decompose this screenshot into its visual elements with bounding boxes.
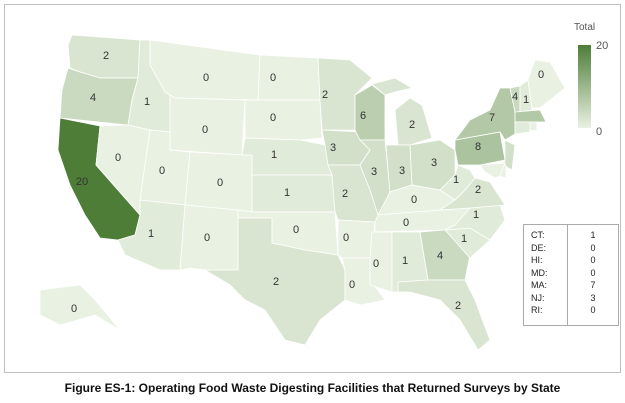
state-ms [369,231,393,293]
state-ma [514,109,547,123]
inset-state-value: 0 [590,267,596,278]
state-value-label-in: 3 [399,165,405,177]
legend-title: Total [574,22,596,33]
state-value-label-nv: 0 [115,152,121,164]
state-value-label-wa: 2 [103,50,109,62]
state-value-label-wi: 6 [360,110,366,122]
state-value-label-sd: 0 [270,112,276,124]
state-value-label-mn: 2 [322,89,328,101]
state-ak [39,284,121,331]
state-wv [439,164,476,201]
state-value-label-ar: 0 [343,232,349,244]
state-value-label-fl: 2 [455,300,461,312]
inset-state-label: HI: [531,255,543,265]
inset-state-label: MA: [531,280,548,290]
state-sd [244,99,323,141]
state-value-label-ga: 4 [437,250,443,262]
state-value-label-nd: 0 [270,72,276,84]
state-nd [257,54,321,101]
state-value-label-nc: 1 [473,209,479,221]
legend-min-label: 0 [596,126,603,138]
state-value-label-id: 1 [144,96,150,108]
inset-state-label: MD: [531,267,548,278]
state-value-label-ky: 0 [411,194,417,206]
state-value-label-or: 4 [90,92,96,104]
state-ny [454,87,516,141]
inset-state-value: 7 [590,280,596,290]
state-ks [251,174,336,213]
state-value-label-az: 1 [148,228,154,240]
state-value-label-ca: 20 [76,176,88,188]
state-ne [241,137,333,176]
figure-caption: Figure ES-1: Operating Food Waste Digest… [64,381,561,395]
state-value-label-vt: 4 [512,91,518,103]
state-value-label-ms: 0 [373,258,379,270]
state-value-label-il: 3 [371,166,377,178]
small-states-table: CT: DE: HI: MD: MA: NJ: RI: 1 0 0 0 7 3 0 [523,224,619,326]
state-me [527,59,566,109]
state-value-label-oh: 3 [431,157,437,169]
state-value-label-sc: 1 [461,233,467,245]
state-value-label-nm: 0 [204,232,210,244]
state-value-label-ut: 0 [159,165,165,177]
legend-color-scale [578,45,591,128]
state-value-label-nh: 1 [523,94,529,106]
state-fl [397,279,491,351]
state-value-label-va: 2 [475,184,481,196]
state-value-label-ne: 1 [271,149,277,161]
state-mt [149,39,261,101]
inset-state-label: CT: [531,230,545,240]
inset-state-label: NJ: [531,292,545,303]
inset-state-value: 0 [590,242,596,253]
state-value-label-me: 0 [538,69,544,81]
state-value-label-al: 1 [402,255,408,267]
state-md [479,162,506,179]
state-value-label-tn: 0 [403,217,409,229]
state-value-label-ny: 7 [489,112,495,124]
inset-state-label: DE: [531,242,547,253]
state-value-label-mi: 2 [409,119,415,131]
state-value-label-mt: 0 [203,72,209,84]
inset-state-value: 0 [590,255,596,265]
inset-state-value: 1 [590,230,596,240]
state-value-label-wy: 0 [202,124,208,136]
state-value-label-ks: 1 [284,187,290,199]
legend-max-label: 20 [596,40,609,52]
state-ri [529,121,538,132]
state-value-label-ak: 0 [71,303,77,315]
inset-state-label: RI: [531,305,543,315]
inset-state-value: 0 [590,305,596,315]
state-value-label-wv: 1 [453,174,459,186]
state-value-label-ok: 0 [293,224,299,236]
state-value-label-co: 0 [217,177,223,189]
state-value-label-la: 0 [349,279,355,291]
map-frame [4,4,621,373]
state-ct [514,121,531,135]
state-value-label-mo: 2 [342,188,348,200]
state-value-label-ia: 3 [330,142,336,154]
state-nj [502,139,516,171]
state-value-label-pa: 8 [475,141,481,153]
state-value-label-tx: 2 [273,276,279,288]
state-tx [203,217,346,346]
inset-state-value: 3 [590,292,596,303]
